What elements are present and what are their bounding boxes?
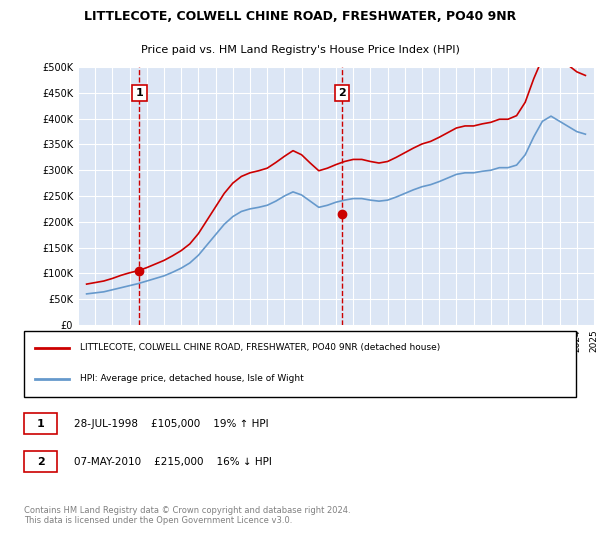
- Text: 28-JUL-1998    £105,000    19% ↑ HPI: 28-JUL-1998 £105,000 19% ↑ HPI: [74, 419, 269, 429]
- Text: LITTLECOTE, COLWELL CHINE ROAD, FRESHWATER, PO40 9NR (detached house): LITTLECOTE, COLWELL CHINE ROAD, FRESHWAT…: [80, 343, 440, 352]
- Text: Price paid vs. HM Land Registry's House Price Index (HPI): Price paid vs. HM Land Registry's House …: [140, 45, 460, 55]
- Text: 2: 2: [338, 88, 346, 98]
- Text: 1: 1: [37, 419, 44, 429]
- Text: LITTLECOTE, COLWELL CHINE ROAD, FRESHWATER, PO40 9NR: LITTLECOTE, COLWELL CHINE ROAD, FRESHWAT…: [84, 10, 516, 24]
- Text: 07-MAY-2010    £215,000    16% ↓ HPI: 07-MAY-2010 £215,000 16% ↓ HPI: [74, 456, 272, 466]
- Text: 2: 2: [37, 456, 44, 466]
- FancyBboxPatch shape: [23, 451, 58, 472]
- Text: 1: 1: [136, 88, 143, 98]
- FancyBboxPatch shape: [23, 332, 577, 396]
- Text: HPI: Average price, detached house, Isle of Wight: HPI: Average price, detached house, Isle…: [80, 374, 304, 383]
- FancyBboxPatch shape: [23, 413, 58, 435]
- Text: Contains HM Land Registry data © Crown copyright and database right 2024.
This d: Contains HM Land Registry data © Crown c…: [23, 506, 350, 525]
